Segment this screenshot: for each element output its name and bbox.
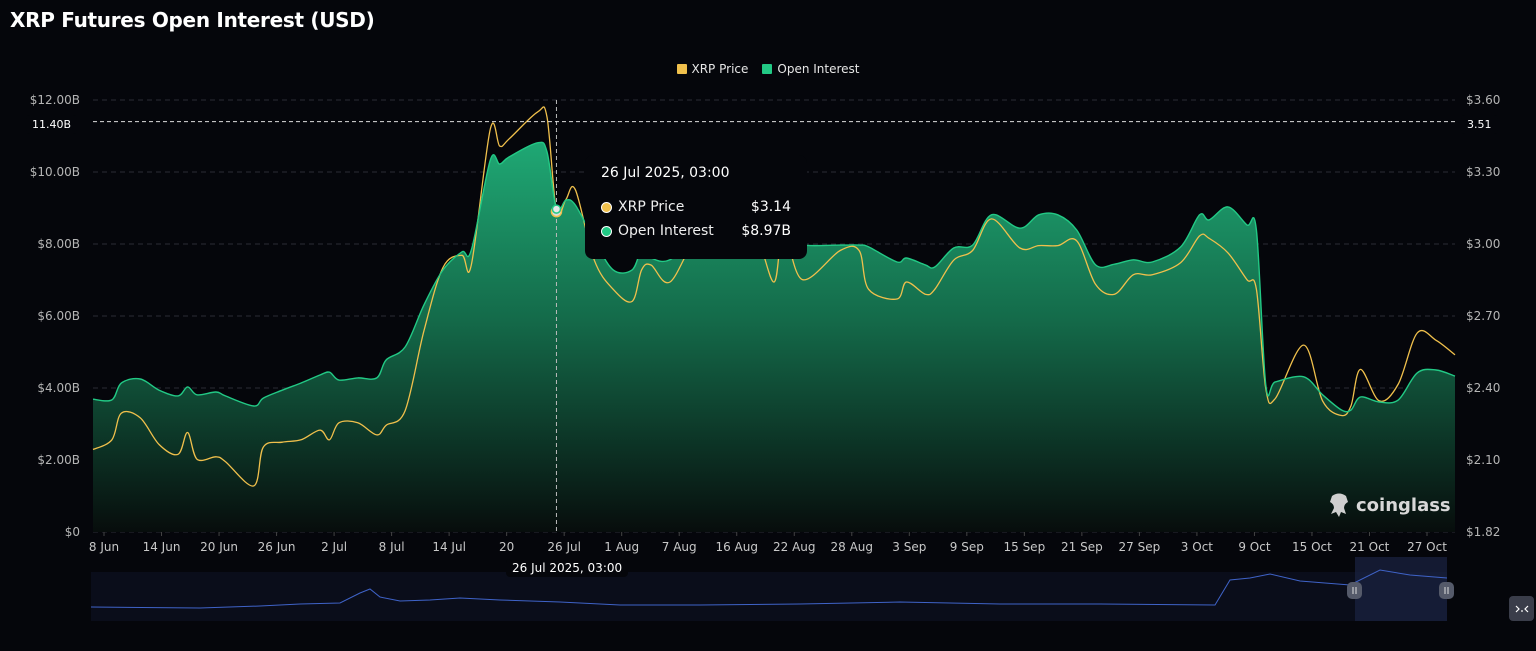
legend-label: XRP Price	[691, 62, 749, 76]
y-right-tick-label: $3.30	[1466, 165, 1500, 179]
y-right-tick-label: $3.60	[1466, 93, 1500, 107]
oi-dot-icon	[601, 225, 612, 237]
y-right-tick-label: $2.10	[1466, 453, 1500, 467]
legend: XRP Price Open Interest	[0, 62, 1536, 76]
legend-swatch-price	[676, 64, 687, 74]
x-tick-label: 21 Sep	[1061, 540, 1103, 554]
x-tick-label: 9 Sep	[950, 540, 984, 554]
x-tick-label: 27 Oct	[1407, 540, 1447, 554]
y-left-tick-label: $6.00B	[37, 309, 80, 323]
tooltip-label: XRP Price	[618, 199, 685, 215]
legend-item-xrp-price[interactable]: XRP Price	[676, 62, 749, 76]
tooltip: 26 Jul 2025, 03:00 XRP Price $3.14 Open …	[585, 155, 807, 259]
x-tick-label: 21 Oct	[1350, 540, 1390, 554]
x-tick-label: 26 Jul	[547, 540, 581, 554]
navigator-handle-left[interactable]	[1347, 582, 1362, 599]
y-left-tick-label: $8.00B	[37, 237, 80, 251]
navigator-line	[90, 569, 1448, 609]
y-left-tick-label: $4.00B	[37, 381, 80, 395]
tooltip-value: $8.97B	[741, 223, 791, 239]
x-tick-label: 2 Jul	[321, 540, 347, 554]
tooltip-date: 26 Jul 2025, 03:00	[601, 165, 730, 181]
x-tick-label: 14 Jul	[432, 540, 466, 554]
y-left-tick-label: $10.00B	[30, 165, 80, 179]
x-tick-label: 22 Aug	[773, 540, 816, 554]
legend-swatch-oi	[762, 64, 773, 74]
coinglass-logo-icon	[1330, 493, 1348, 517]
open-interest-area	[93, 142, 1455, 532]
x-tick-label: 8 Jun	[89, 540, 119, 554]
handle-grip-icon	[1352, 587, 1357, 594]
crosshair-x-label: 26 Jul 2025, 03:00	[506, 559, 629, 577]
y-left-tick-label: $12.00B	[30, 93, 80, 107]
legend-item-open-interest[interactable]: Open Interest	[762, 62, 860, 76]
x-tick-label: 20 Jun	[200, 540, 238, 554]
y-right-tick-label: $1.82	[1466, 525, 1500, 539]
chart-title: XRP Futures Open Interest (USD)	[10, 8, 375, 32]
y-right-tick-label: $2.40	[1466, 381, 1500, 395]
tooltip-label: Open Interest	[618, 223, 714, 239]
x-tick-label: 9 Oct	[1238, 540, 1270, 554]
collapse-icon	[1515, 605, 1528, 612]
coinglass-watermark: coinglass	[1328, 492, 1451, 518]
tooltip-row-oi: Open Interest $8.97B	[601, 219, 791, 243]
x-tick-label: 20	[499, 540, 514, 554]
x-tick-label: 15 Oct	[1292, 540, 1332, 554]
legend-label: Open Interest	[777, 62, 860, 76]
tooltip-row-price: XRP Price $3.14	[601, 195, 791, 219]
x-tick-label: 8 Jul	[379, 540, 405, 554]
handle-grip-icon	[1444, 587, 1449, 594]
crosshair-left-label: 11.40B	[26, 115, 78, 134]
collapse-button[interactable]	[1509, 596, 1534, 621]
navigator	[90, 557, 1454, 621]
watermark-text: coinglass	[1356, 494, 1451, 516]
x-tick-label: 27 Sep	[1119, 540, 1161, 554]
x-tick-label: 28 Aug	[831, 540, 874, 554]
tooltip-value: $3.14	[750, 199, 791, 215]
oi-hover-point	[551, 204, 562, 214]
x-tick-label: 26 Jun	[258, 540, 296, 554]
navigator-selection[interactable]	[1355, 557, 1447, 621]
x-tick-label: 1 Aug	[604, 540, 639, 554]
y-right-tick-label: $2.70	[1466, 309, 1500, 323]
navigator-track[interactable]	[91, 572, 1447, 621]
crosshair-right-label: 3.51	[1461, 115, 1498, 134]
y-left-tick-label: $0	[65, 525, 80, 539]
y-right-tick-label: $3.00	[1466, 237, 1500, 251]
x-tick-label: 16 Aug	[715, 540, 758, 554]
navigator-handle-right[interactable]	[1439, 582, 1454, 599]
x-tick-label: 3 Sep	[892, 540, 926, 554]
price-dot-icon	[601, 201, 612, 213]
x-tick-label: 15 Sep	[1003, 540, 1045, 554]
x-tick-label: 14 Jun	[143, 540, 181, 554]
x-tick-label: 7 Aug	[662, 540, 697, 554]
y-left-tick-label: $2.00B	[37, 453, 80, 467]
x-tick-label: 3 Oct	[1181, 540, 1213, 554]
